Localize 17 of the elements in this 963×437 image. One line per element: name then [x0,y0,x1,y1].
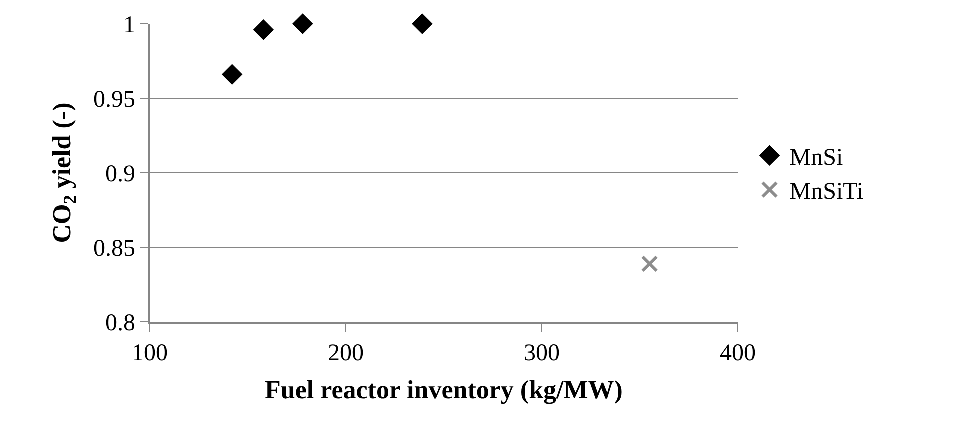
y-tick-label: 0.9 [105,161,136,188]
y-tick-label: 0.95 [93,86,136,113]
point [292,14,314,34]
point [412,14,433,34]
point [253,20,274,40]
x-axis-title: Fuel reactor inventory (kg/MW) [265,376,623,405]
y-tick-label: 1 [123,12,136,38]
y-tick-label: 0.85 [93,236,136,262]
x-tick-label: 300 [524,340,560,367]
y-tick-label: 0.8 [105,310,136,336]
x-tick-label: 100 [132,340,168,367]
legend-label: MnSiTi [790,179,864,206]
x-tick-label: 400 [720,340,756,367]
legend-label: MnSi [790,144,844,171]
x-tick-label: 200 [328,340,364,367]
point [641,255,658,272]
point [222,64,243,86]
